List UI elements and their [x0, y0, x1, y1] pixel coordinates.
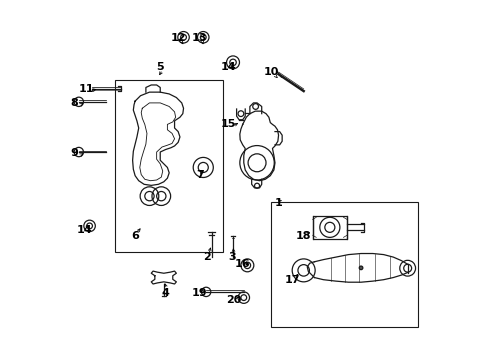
Text: 19: 19 [191, 288, 207, 298]
Text: 16: 16 [234, 259, 250, 269]
Text: 14: 14 [220, 62, 236, 72]
Text: 15: 15 [220, 120, 236, 129]
Bar [115, 80, 223, 252]
Text: 7: 7 [195, 170, 203, 180]
Text: 6: 6 [131, 231, 139, 240]
Text: 13: 13 [192, 33, 207, 43]
Bar [312, 216, 346, 239]
Text: 10: 10 [263, 67, 279, 77]
Text: 3: 3 [228, 252, 235, 262]
Text: 18: 18 [295, 231, 311, 240]
Text: 20: 20 [225, 295, 241, 305]
Text: 11: 11 [79, 84, 94, 94]
Text: 5: 5 [156, 62, 163, 72]
Text: 8: 8 [70, 98, 78, 108]
Text: 14: 14 [77, 225, 93, 235]
Text: 17: 17 [285, 275, 300, 285]
Text: 4: 4 [162, 288, 169, 298]
Text: 1: 1 [274, 198, 282, 208]
Circle shape [359, 266, 362, 270]
Bar [271, 202, 418, 327]
Text: 9: 9 [70, 148, 78, 158]
Text: 12: 12 [170, 33, 185, 43]
Text: 2: 2 [203, 252, 210, 262]
